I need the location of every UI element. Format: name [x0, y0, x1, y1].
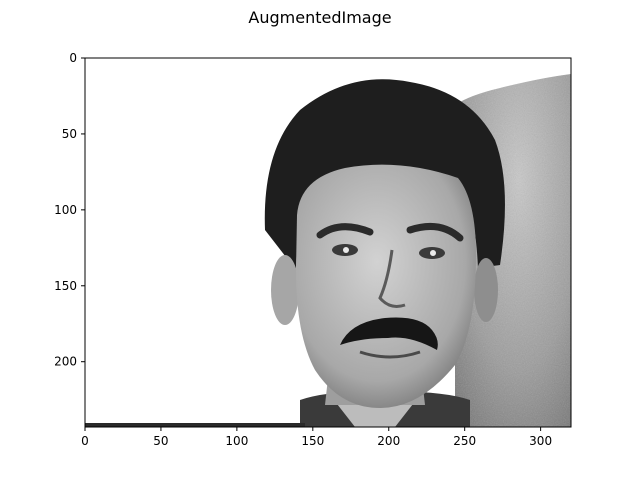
y-tick-label: 50 — [62, 127, 77, 141]
x-tick-label: 300 — [529, 434, 552, 448]
x-tick-label: 150 — [301, 434, 324, 448]
x-axis: 0 50 100 150 200 250 300 — [81, 427, 552, 448]
y-tick-label: 200 — [54, 355, 77, 369]
x-tick-label: 50 — [153, 434, 168, 448]
x-tick-label: 100 — [225, 434, 248, 448]
axes-frame — [84, 57, 572, 428]
portrait-image — [85, 58, 571, 427]
y-tick-label: 0 — [69, 51, 77, 65]
y-tick-label: 100 — [54, 203, 77, 217]
x-tick-label: 200 — [377, 434, 400, 448]
y-axis: 0 50 100 150 200 — [54, 51, 85, 369]
x-tick-label: 250 — [453, 434, 476, 448]
figure-title: AugmentedImage — [248, 8, 391, 27]
y-tick-label: 150 — [54, 279, 77, 293]
x-tick-label: 0 — [81, 434, 89, 448]
